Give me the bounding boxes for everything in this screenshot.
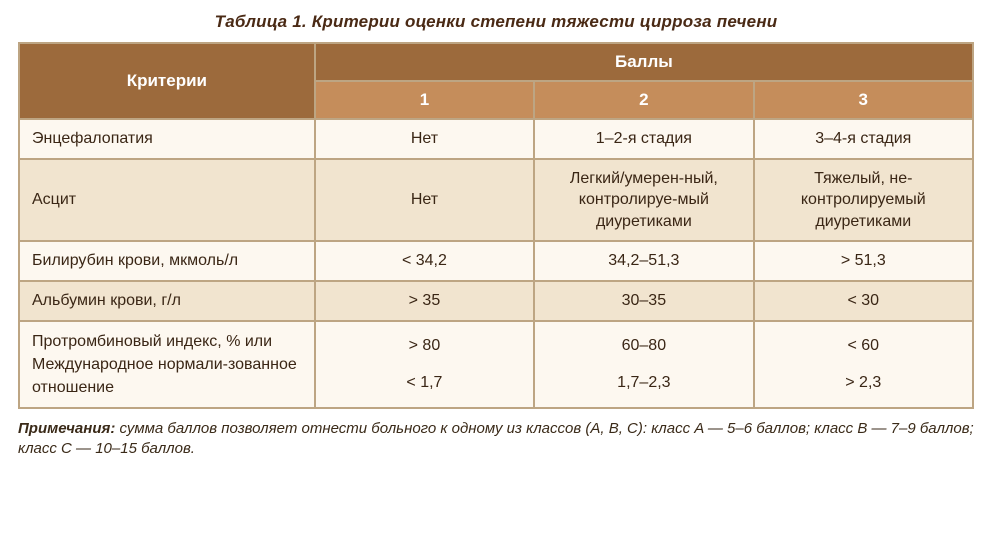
cell: 34,2–51,3 xyxy=(534,241,753,281)
row-label-part: Международное нормали-зованное отношение xyxy=(32,353,304,399)
table-row: Альбумин крови, г/л > 35 30–35 < 30 xyxy=(19,281,973,321)
cell: < 30 xyxy=(754,281,973,321)
row-label: Асцит xyxy=(19,159,315,242)
row-label: Энцефалопатия xyxy=(19,119,315,159)
header-col-1: 1 xyxy=(315,81,534,119)
header-col-2: 2 xyxy=(534,81,753,119)
cell-part: < 1,7 xyxy=(326,371,523,394)
cell: > 80 < 1,7 xyxy=(315,321,534,409)
table-title: Таблица 1. Критерии оценки степени тяжес… xyxy=(18,12,974,32)
cell: Легкий/умерен-ный, контролируе-мый диуре… xyxy=(534,159,753,242)
cell: > 51,3 xyxy=(754,241,973,281)
cell: Нет xyxy=(315,119,534,159)
cell: 3–4-я стадия xyxy=(754,119,973,159)
cell: Нет xyxy=(315,159,534,242)
notes-label: Примечания: xyxy=(18,420,115,437)
table-row: Энцефалопатия Нет 1–2-я стадия 3–4-я ста… xyxy=(19,119,973,159)
cell: > 35 xyxy=(315,281,534,321)
header-criteria: Критерии xyxy=(19,43,315,119)
row-label-part: Протромбиновый индекс, % или xyxy=(32,330,304,353)
cell-part: 1,7–2,3 xyxy=(545,371,742,394)
table-row: Билирубин крови, мкмоль/л < 34,2 34,2–51… xyxy=(19,241,973,281)
severity-table: Критерии Баллы 1 2 3 Энцефалопатия Нет 1… xyxy=(18,42,974,409)
row-label: Билирубин крови, мкмоль/л xyxy=(19,241,315,281)
cell: 30–35 xyxy=(534,281,753,321)
notes: Примечания: сумма баллов позволяет отнес… xyxy=(18,419,974,460)
cell-part: < 60 xyxy=(765,334,962,357)
table-row: Асцит Нет Легкий/умерен-ный, контролируе… xyxy=(19,159,973,242)
cell-part: 60–80 xyxy=(545,334,742,357)
row-label: Альбумин крови, г/л xyxy=(19,281,315,321)
cell: 1–2-я стадия xyxy=(534,119,753,159)
cell: 60–80 1,7–2,3 xyxy=(534,321,753,409)
notes-text: сумма баллов позволяет отнести больного … xyxy=(18,420,974,457)
header-col-3: 3 xyxy=(754,81,973,119)
header-points: Баллы xyxy=(315,43,973,81)
table-row: Протромбиновый индекс, % или Международн… xyxy=(19,321,973,409)
cell-part: > 2,3 xyxy=(765,371,962,394)
cell: Тяжелый, не-контролируемый диуретиками xyxy=(754,159,973,242)
cell: < 34,2 xyxy=(315,241,534,281)
cell: < 60 > 2,3 xyxy=(754,321,973,409)
row-label: Протромбиновый индекс, % или Международн… xyxy=(19,321,315,409)
cell-part: > 80 xyxy=(326,334,523,357)
